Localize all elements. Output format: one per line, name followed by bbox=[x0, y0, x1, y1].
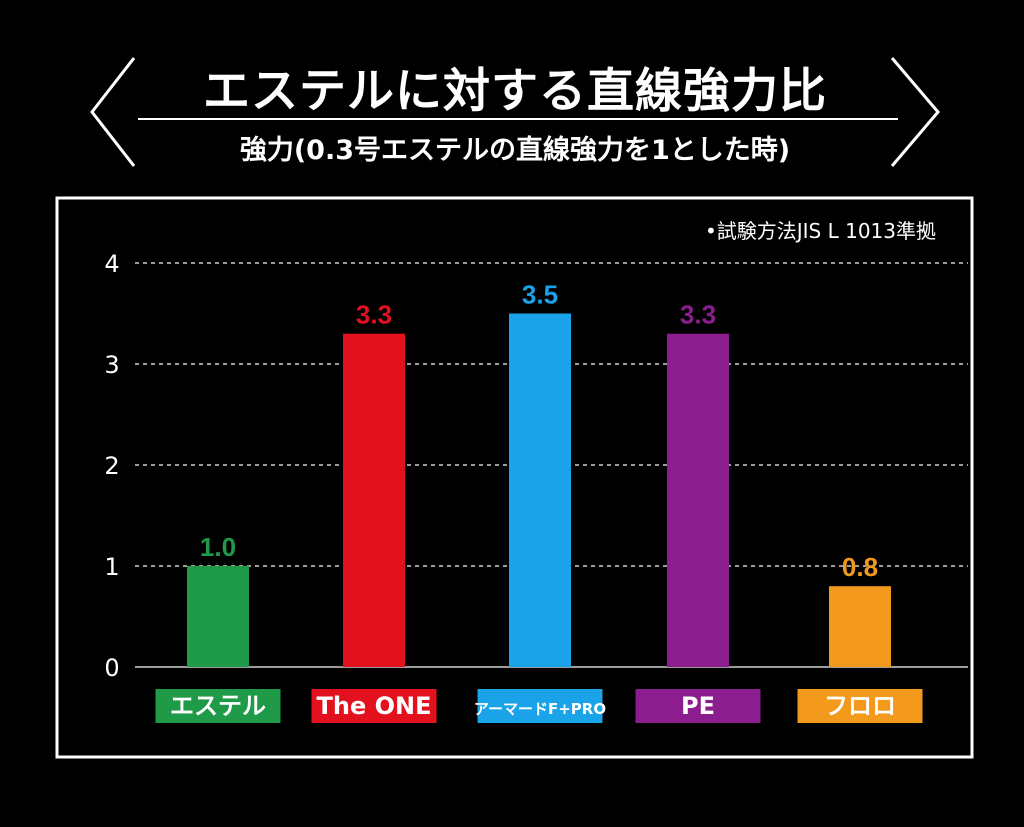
category-label-box bbox=[635, 689, 761, 723]
bar-value-label: 1.0 bbox=[200, 532, 236, 562]
y-tick-label: 1 bbox=[104, 553, 119, 581]
bar bbox=[667, 333, 729, 667]
label-layer: エステル The ONE アーマードF+PRO PE フロロ bbox=[155, 689, 923, 723]
bar bbox=[829, 586, 891, 667]
right-chevron-icon bbox=[890, 57, 940, 167]
category-label-box bbox=[311, 689, 437, 723]
plot-border bbox=[55, 196, 974, 759]
bar bbox=[509, 313, 571, 667]
test-method-note: •試験方法JIS L 1013準拠 bbox=[705, 219, 936, 243]
category-label: PE bbox=[681, 692, 715, 720]
category-label: フロロ bbox=[824, 692, 896, 720]
bar bbox=[343, 333, 405, 667]
bar bbox=[187, 566, 249, 667]
category-label-box bbox=[155, 689, 281, 723]
category-label: The ONE bbox=[317, 692, 432, 720]
category-label-box bbox=[797, 689, 923, 723]
bar-value-label: 3.3 bbox=[356, 300, 392, 330]
category-label: アーマードF+PRO bbox=[474, 700, 606, 718]
chart-title: エステルに対する直線強力比 bbox=[203, 64, 827, 119]
bar-value-label: 3.3 bbox=[680, 300, 716, 330]
y-tick-label: 4 bbox=[104, 250, 119, 278]
bar-value-label: 3.5 bbox=[522, 280, 558, 310]
chart-subtitle: 強力(0.3号エステルの直線強力を1とした時) bbox=[239, 135, 791, 166]
y-tick-label: 2 bbox=[104, 452, 119, 480]
y-tick-label: 0 bbox=[104, 654, 119, 682]
y-tick-label: 3 bbox=[104, 351, 119, 379]
category-label: エステル bbox=[170, 692, 266, 720]
category-label-box bbox=[477, 689, 603, 723]
left-chevron-icon bbox=[90, 57, 136, 167]
bar-value-label: 0.8 bbox=[842, 552, 878, 582]
bar-layer: 1.0 3.3 3.5 3.3 0.8 bbox=[187, 280, 891, 667]
title-divider bbox=[138, 118, 898, 120]
